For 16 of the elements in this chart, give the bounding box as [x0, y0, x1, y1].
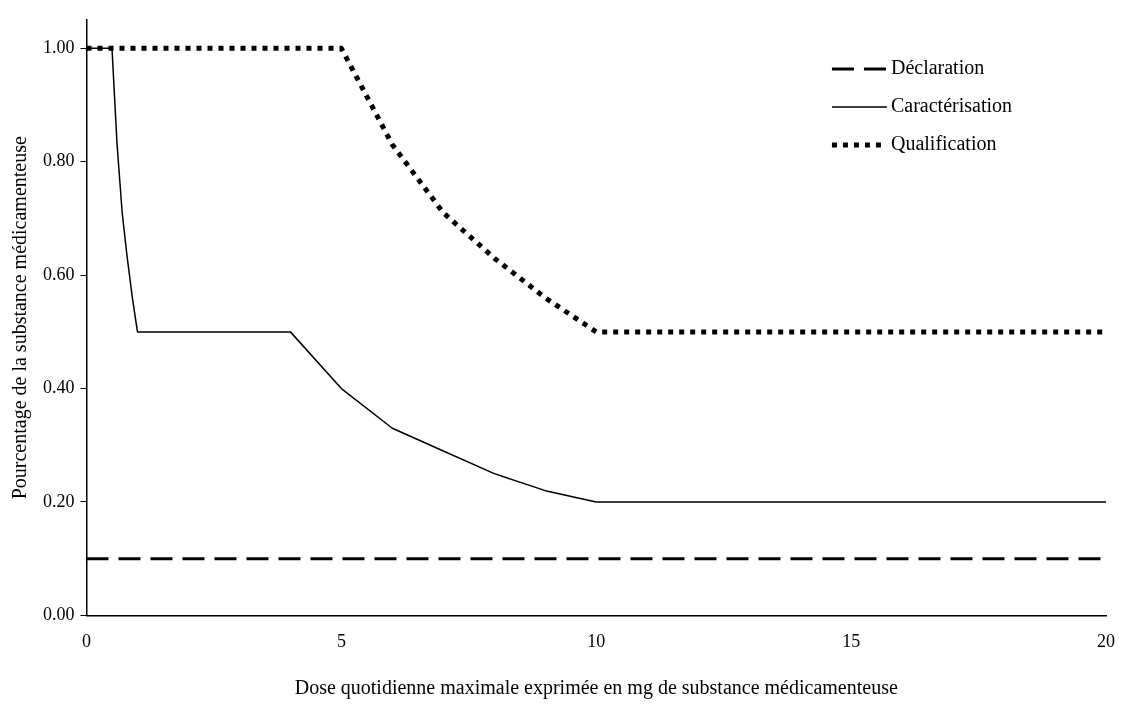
- y-tick-label: 0.40: [43, 377, 75, 398]
- x-tick-label: 10: [587, 630, 606, 651]
- y-tick-label: 0.20: [43, 490, 75, 511]
- y-axis-title: Pourcentage de la substance médicamenteuse: [8, 135, 32, 500]
- y-tick-label: 0.00: [43, 604, 75, 625]
- y-tick-label: 1.00: [43, 37, 75, 58]
- x-axis-title: Dose quotidienne maximale exprimée en mg de substance médicamenteuse: [294, 676, 898, 700]
- x-tick-label: 5: [336, 630, 346, 651]
- y-tick-label: 0.60: [43, 263, 75, 284]
- legend-label: Déclaration: [890, 56, 985, 79]
- x-tick-label: 20: [1097, 630, 1115, 651]
- x-tick-label: 15: [842, 630, 861, 651]
- legend-label: Caractérisation: [890, 94, 1013, 117]
- legend-label: Qualification: [890, 132, 997, 155]
- x-tick-label: 0: [82, 630, 91, 651]
- y-tick-label: 0.80: [43, 150, 75, 171]
